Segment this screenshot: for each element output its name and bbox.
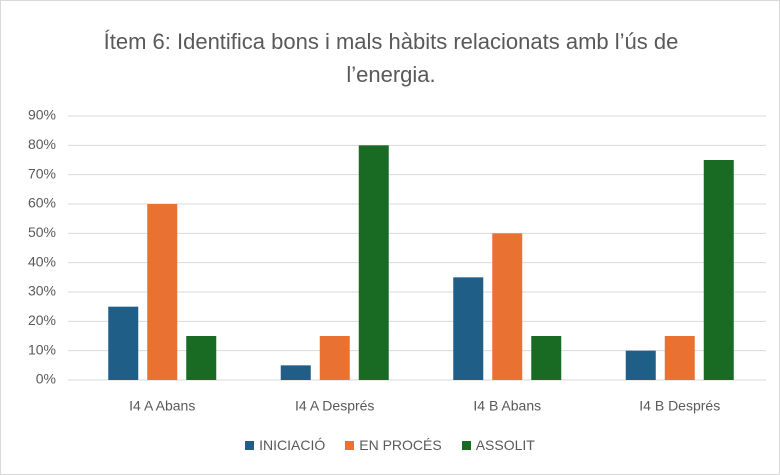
y-tick-label: 50% xyxy=(28,224,56,240)
bar xyxy=(186,336,217,380)
y-tick-label: 60% xyxy=(28,195,56,211)
legend: INICIACIÓ EN PROCÉS ASSOLIT xyxy=(1,437,779,453)
bar xyxy=(108,306,139,380)
legend-label: INICIACIÓ xyxy=(259,437,326,453)
bar xyxy=(531,336,562,380)
y-tick-label: 20% xyxy=(28,312,56,328)
y-tick-label: 0% xyxy=(36,371,56,387)
y-tick-label: 30% xyxy=(28,283,56,299)
bar xyxy=(319,336,350,380)
bar xyxy=(280,365,311,380)
bar xyxy=(492,233,523,380)
legend-item: INICIACIÓ xyxy=(245,437,325,453)
bar xyxy=(625,350,656,380)
y-tick-label: 40% xyxy=(28,253,56,269)
y-tick-label: 90% xyxy=(28,107,56,123)
legend-item: EN PROCÉS xyxy=(345,437,442,453)
legend-swatch xyxy=(245,440,255,450)
x-tick-label: I4 B Abans xyxy=(473,398,541,414)
legend-label: EN PROCÉS xyxy=(359,437,442,453)
x-tick-label: I4 A Abans xyxy=(129,398,195,414)
bar xyxy=(453,277,484,380)
legend-swatch xyxy=(345,440,355,450)
legend-item: ASSOLIT xyxy=(461,437,535,453)
y-tick-label: 70% xyxy=(28,165,56,181)
x-tick-label: I4 A Després xyxy=(295,398,374,414)
legend-label: ASSOLIT xyxy=(475,437,535,453)
bar xyxy=(664,336,695,380)
y-tick-label: 10% xyxy=(28,341,56,357)
bar xyxy=(147,204,178,380)
chart-title: Ítem 6: Identifica bons i mals hàbits re… xyxy=(103,29,679,87)
bar xyxy=(703,160,734,380)
legend-swatch xyxy=(461,440,471,450)
x-tick-label: I4 B Després xyxy=(639,398,720,414)
y-tick-label: 80% xyxy=(28,136,56,152)
bar xyxy=(358,145,389,380)
